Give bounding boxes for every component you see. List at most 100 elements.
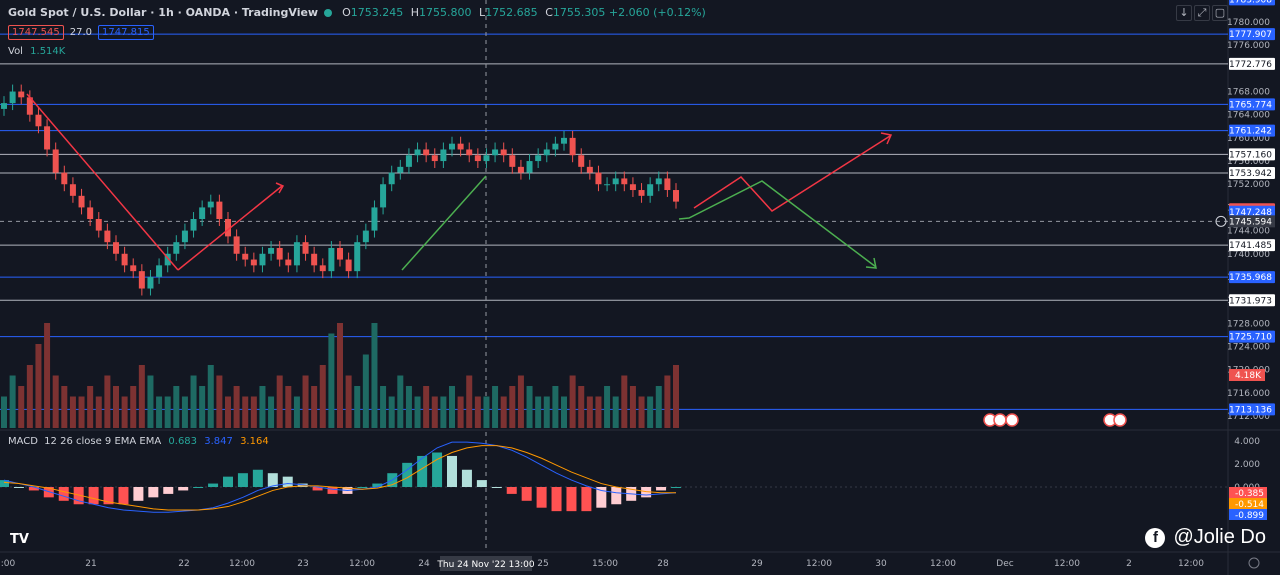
candle-body [181, 230, 188, 243]
candle-body [293, 242, 300, 266]
volume-current-tag: 4.18K [1235, 371, 1262, 381]
volume-bar [621, 375, 628, 428]
change-value: +2.060 (+0.12%) [608, 6, 706, 19]
candle-body [328, 247, 335, 272]
candle-body [388, 172, 395, 185]
volume-bar [483, 396, 490, 428]
blue-level-tag-bg [1229, 0, 1275, 6]
macd-histogram-bar [521, 487, 532, 501]
volume-bar [380, 386, 387, 428]
time-axis-label: 28 [657, 559, 669, 569]
candle-body [337, 247, 343, 260]
volume-bar [466, 375, 473, 428]
macd-histogram-bar [417, 455, 428, 487]
macd-histogram-bar [148, 487, 159, 498]
time-axis-label: 22 [178, 559, 189, 569]
candle-body [319, 265, 326, 272]
macd-histogram-bar [133, 487, 144, 501]
volume-bar [535, 396, 542, 428]
candle-body [362, 230, 369, 243]
macd-histogram-bar [58, 487, 69, 501]
economic-event-icon [1113, 413, 1127, 427]
market-open-icon [324, 8, 333, 17]
macd-line [3, 441, 677, 513]
candle-body [225, 219, 231, 237]
volume-bar [181, 396, 188, 428]
time-axis-label: 12:00 [930, 559, 956, 569]
volume-bar [647, 396, 654, 428]
volume-bar [113, 386, 119, 428]
macd-value-tag: -0.514 [1235, 500, 1264, 510]
volume-bar [250, 396, 257, 428]
macd-value-tag: -0.899 [1235, 511, 1264, 521]
volume-bar [164, 396, 171, 428]
macd-histogram-bar [237, 473, 248, 487]
tradingview-logo[interactable]: TV [10, 532, 29, 547]
macd-histogram-bar [28, 487, 39, 491]
volume-bar [69, 396, 76, 428]
candle-body [449, 143, 455, 150]
white-level-tag-bg [1229, 166, 1275, 179]
crosshair-price-tag-bg [1229, 215, 1275, 228]
candle-body [44, 126, 51, 150]
macd-histogram-bar [641, 487, 652, 498]
volume-bar [586, 396, 593, 428]
volume-bar [457, 396, 464, 428]
symbol-title[interactable]: Gold Spot / U.S. Dollar · 1h · OANDA · T… [8, 6, 319, 19]
volume-bar [474, 396, 481, 428]
macd-histogram-bar [357, 487, 368, 488]
candle-body [492, 149, 499, 156]
collapse-icon[interactable]: ▢ [1212, 5, 1228, 21]
spread-value: 27.0 [69, 27, 92, 38]
maximize-icon[interactable]: ⤢ [1194, 5, 1210, 21]
bid-price-tag: 1747.248 [1229, 208, 1272, 218]
macd-histogram-bar [476, 480, 487, 487]
arrowhead-icon [865, 257, 877, 269]
white-level-tag-bg [1229, 148, 1275, 161]
candle-body [113, 242, 119, 254]
volume-value: 1.514K [30, 46, 66, 57]
volume-bar [285, 386, 292, 428]
candle-body [250, 259, 257, 266]
move-down-icon[interactable]: ↓ [1176, 5, 1192, 21]
volume-bar [431, 396, 438, 428]
macd-histogram-bar [223, 476, 233, 487]
candle-body [526, 161, 533, 173]
candle-body [9, 91, 16, 104]
blue-level-tag-bg [1229, 330, 1275, 343]
candle-body [655, 178, 662, 185]
price-tick-label: 1716.000 [1227, 389, 1270, 399]
candle-body [397, 166, 404, 173]
candle-body [586, 166, 593, 173]
macd-signal-value: 3.164 [240, 436, 269, 447]
candle-body [268, 247, 275, 254]
price-tick-label: 1756.000 [1227, 157, 1270, 167]
macd-histogram-bar [461, 469, 472, 487]
volume-bar [147, 375, 154, 428]
buy-button[interactable]: 1747.815 [97, 25, 154, 40]
volume-bar [225, 396, 231, 428]
price-tick-label: 1780.000 [1227, 18, 1270, 28]
crosshair-time-tag: Thu 24 Nov '22 13:00 [436, 560, 535, 570]
volume-bar [311, 386, 318, 428]
candle-body [26, 97, 33, 115]
volume-bar [664, 375, 671, 428]
signal-line [3, 445, 676, 511]
volume-bar [44, 323, 51, 428]
candle-body [423, 149, 430, 156]
price-tick-label: 1712.000 [1227, 412, 1270, 422]
facebook-icon: f [1145, 527, 1166, 548]
time-axis-label: 21 [85, 559, 96, 569]
macd-histogram-bar [193, 487, 204, 488]
macd-histogram-bar [656, 487, 667, 491]
volume-bar [259, 386, 266, 428]
candle-body [52, 149, 59, 173]
candle-body [69, 184, 76, 196]
sell-button[interactable]: 1747.545 [8, 25, 64, 40]
bid-ask-row: 1747.545 27.0 1747.815 [8, 25, 154, 40]
candle-body [561, 137, 567, 144]
volume-bar [1, 396, 7, 428]
volume-bar [500, 396, 507, 428]
price-tick-label: 1764.000 [1227, 111, 1270, 121]
